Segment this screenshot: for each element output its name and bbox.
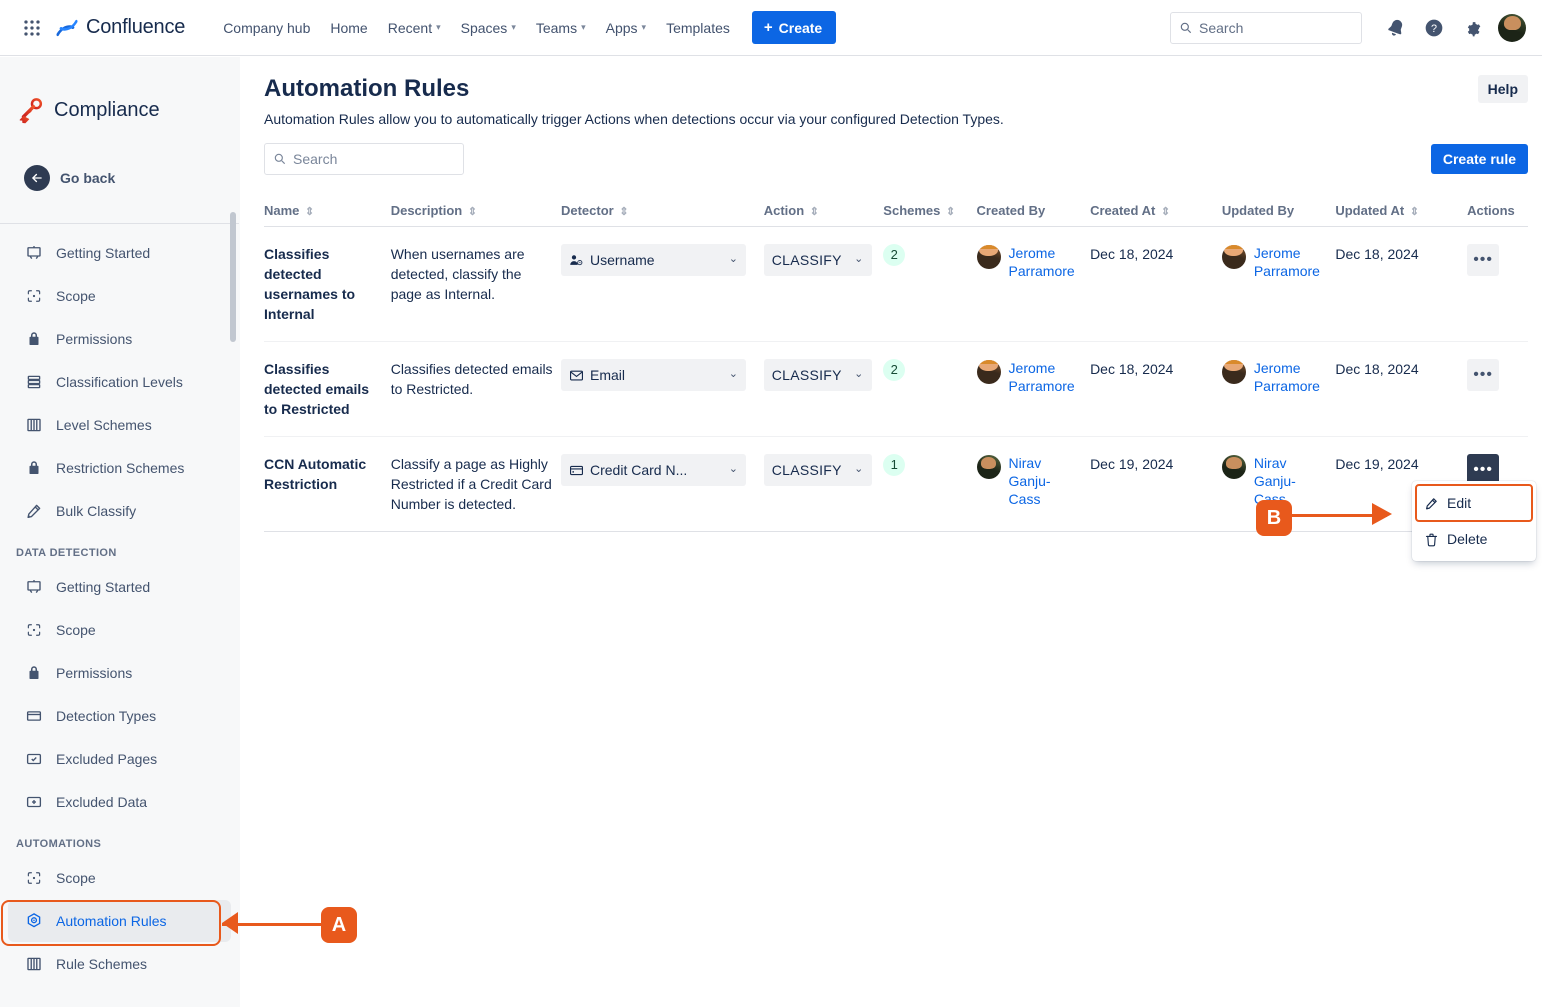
svg-text:?: ? (1431, 22, 1437, 34)
